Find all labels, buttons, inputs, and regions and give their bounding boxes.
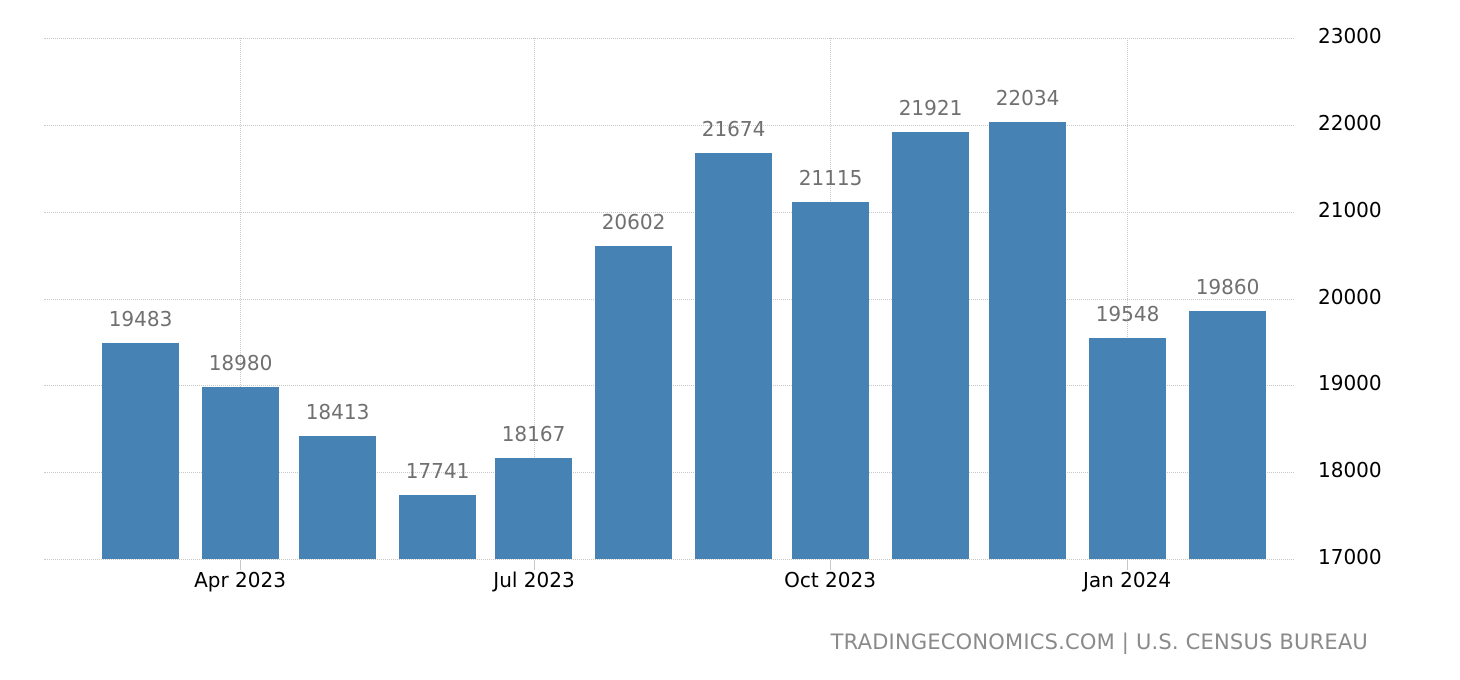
x-tick-mark xyxy=(830,560,831,570)
x-tick-mark xyxy=(1127,560,1128,570)
x-tick-mark xyxy=(534,560,535,570)
source-credit: TRADINGECONOMICS.COM | U.S. CENSUS BUREA… xyxy=(830,630,1368,654)
y-tick-label: 18000 xyxy=(1318,458,1382,483)
x-tick-mark xyxy=(240,560,241,570)
bar-jul-2023[interactable] xyxy=(595,246,672,559)
value-label: 21674 xyxy=(701,117,766,142)
value-label: 19860 xyxy=(1195,274,1260,299)
value-label: 20602 xyxy=(601,210,666,235)
value-label: 21921 xyxy=(898,95,963,120)
y-tick-label: 21000 xyxy=(1318,197,1382,222)
bar-sep-2023[interactable] xyxy=(792,201,869,559)
value-label: 19548 xyxy=(1095,301,1160,326)
x-tick-label: Apr 2023 xyxy=(194,568,286,592)
value-label: 22034 xyxy=(995,85,1060,110)
y-tick-label: 19000 xyxy=(1318,371,1382,396)
bar-jun-2023[interactable] xyxy=(495,457,572,559)
y-tick-label: 20000 xyxy=(1318,284,1382,309)
x-tick-label: Jan 2024 xyxy=(1082,568,1172,592)
bar-may-2023[interactable] xyxy=(399,494,476,559)
bar-oct-2023[interactable] xyxy=(892,131,969,559)
bar-feb-2023[interactable] xyxy=(102,343,179,559)
y-tick-label: 23000 xyxy=(1318,24,1382,48)
value-label: 18980 xyxy=(208,351,273,376)
y-tick-label: 17000 xyxy=(1318,545,1382,569)
x-tick-label: Oct 2023 xyxy=(784,568,876,592)
h-gridline xyxy=(44,38,1294,39)
v-gridline xyxy=(1127,38,1128,559)
x-tick-label: Jul 2023 xyxy=(493,568,575,592)
h-gridline xyxy=(44,124,1294,126)
y-tick-label: 22000 xyxy=(1318,110,1382,135)
value-label: 18413 xyxy=(305,400,370,425)
bar-aug-2023[interactable] xyxy=(695,153,772,559)
value-label: 17741 xyxy=(405,458,470,483)
bar-apr-2023[interactable] xyxy=(299,436,376,559)
value-label: 21115 xyxy=(798,165,863,190)
v-gridline xyxy=(534,38,535,559)
h-gridline xyxy=(44,211,1294,213)
value-label: 18167 xyxy=(501,421,566,446)
bar-nov-2023[interactable] xyxy=(989,121,1066,559)
bar-dec-2023[interactable] xyxy=(1089,337,1166,559)
bar-mar-2023[interactable] xyxy=(202,387,279,559)
h-gridline xyxy=(44,559,1294,560)
v-gridline xyxy=(240,38,241,559)
value-label: 19483 xyxy=(108,307,173,332)
bar-jan-2024[interactable] xyxy=(1189,310,1266,559)
